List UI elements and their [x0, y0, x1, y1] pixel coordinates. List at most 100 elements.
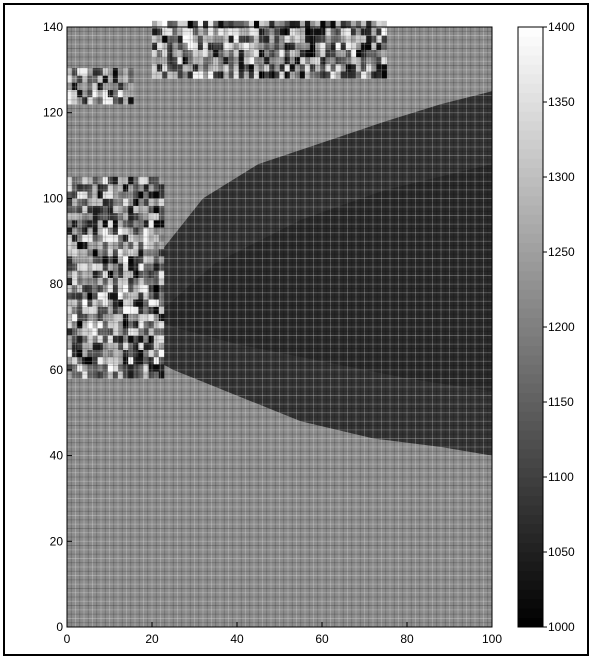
speckle-cell [138, 248, 144, 257]
speckle-cell [356, 20, 362, 29]
speckle-cell [269, 42, 275, 50]
speckle-cell [67, 284, 73, 293]
speckle-cell [279, 28, 285, 36]
speckle-cell [118, 270, 124, 278]
colorbar-tick-label: 1300 [548, 170, 575, 184]
speckle-cell [82, 277, 88, 286]
colorbar-band [518, 392, 543, 403]
speckle-cell [361, 35, 367, 43]
speckle-cell [82, 342, 88, 350]
speckle-cell [112, 356, 119, 365]
speckle-cell [82, 328, 88, 336]
speckle-cell [112, 176, 119, 185]
speckle-cell [72, 220, 78, 228]
speckle-cell [107, 349, 114, 358]
speckle-cell [248, 56, 255, 65]
speckle-cell [153, 356, 160, 365]
colorbar-band [518, 214, 543, 225]
speckle-cell [87, 349, 93, 358]
speckle-cell [182, 35, 188, 43]
speckle-cell [233, 42, 239, 50]
speckle-cell [218, 35, 224, 43]
speckle-cell [107, 299, 114, 307]
speckle-cell [356, 56, 362, 65]
speckle-cell [92, 306, 98, 314]
speckle-cell [218, 28, 224, 36]
speckle-cell [138, 328, 144, 336]
speckle-cell [148, 356, 154, 365]
figure-frame: 0 20 40 60 80 100 0 20 40 60 80 100 120 140 1000 1050… [3, 3, 589, 656]
speckle-cell [305, 35, 311, 43]
speckle-cell [143, 292, 149, 300]
speckle-cell [289, 56, 296, 65]
speckle-cell [112, 320, 119, 329]
speckle-cell [152, 71, 158, 79]
speckle-cell [92, 313, 98, 322]
speckle-cell [148, 371, 154, 379]
speckle-cell [97, 176, 103, 185]
speckle-cell [102, 320, 109, 329]
speckle-cell [153, 184, 160, 192]
speckle-cell [128, 176, 134, 185]
speckle-cell [107, 284, 114, 293]
speckle-cell [325, 28, 331, 36]
speckle-cell [177, 64, 183, 72]
speckle-cell [177, 56, 183, 65]
speckle-cell [345, 20, 352, 29]
speckle-cell [279, 49, 285, 58]
speckle-cell [274, 42, 280, 50]
speckle-cell [67, 356, 73, 365]
speckle-cell [128, 234, 134, 242]
speckle-cell [269, 56, 275, 65]
speckle-cell [72, 263, 78, 271]
speckle-cell [123, 89, 129, 98]
colorbar-band [518, 280, 543, 290]
speckle-cell [223, 35, 229, 43]
speckle-cell [87, 96, 93, 105]
speckle-cell [77, 82, 83, 91]
speckle-cell [107, 184, 114, 192]
speckle-cell [305, 42, 311, 50]
speckle-cell [208, 35, 214, 43]
speckle-cell [118, 284, 124, 293]
speckle-cell [310, 28, 316, 36]
speckle-cell [228, 71, 234, 79]
speckle-cell [381, 49, 387, 58]
speckle-cell [102, 82, 109, 91]
speckle-cell [72, 299, 78, 307]
speckle-cell [87, 89, 93, 98]
speckle-cell [143, 198, 149, 206]
speckle-cell [92, 320, 98, 329]
speckle-cell [72, 306, 78, 314]
speckle-cell [148, 212, 154, 221]
speckle-cell [138, 277, 144, 286]
colorbar-band [518, 148, 543, 159]
speckle-cell [102, 292, 109, 300]
speckle-cell [158, 205, 165, 214]
speckle-cell [133, 277, 139, 286]
speckle-cell [133, 270, 139, 278]
colorbar-band [518, 373, 543, 384]
speckle-cell [67, 342, 73, 350]
speckle-cell [213, 42, 219, 50]
speckle-cell [128, 220, 134, 228]
speckle-cell [197, 56, 204, 65]
speckle-cell [87, 356, 93, 365]
speckle-cell [133, 328, 139, 336]
speckle-cell [269, 35, 275, 43]
speckle-cell [77, 176, 83, 185]
speckle-cell [77, 220, 83, 228]
speckle-cell [213, 56, 219, 65]
speckle-cell [97, 82, 103, 91]
speckle-cell [87, 234, 93, 242]
speckle-cell [376, 28, 382, 36]
speckle-cell [87, 313, 93, 322]
speckle-cell [148, 284, 154, 293]
speckle-cell [128, 248, 134, 257]
speckle-cell [172, 20, 178, 29]
speckle-cell [381, 64, 387, 72]
speckle-cell [284, 20, 290, 29]
speckle-cell [177, 35, 183, 43]
speckle-cell [269, 49, 275, 58]
colorbar-band [518, 55, 543, 65]
